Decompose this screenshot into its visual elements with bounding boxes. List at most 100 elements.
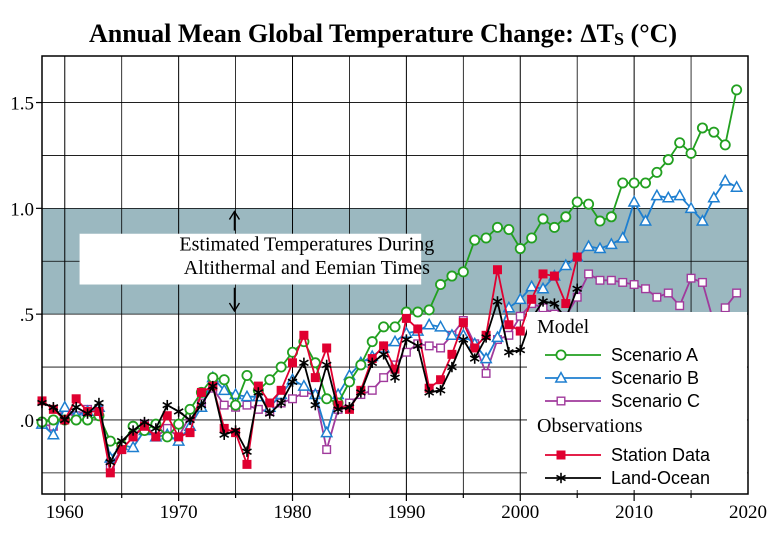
- data-point: [128, 425, 139, 436]
- x-tick-label: 2000: [501, 502, 539, 523]
- data-point: [549, 298, 560, 309]
- band-label-background: [79, 233, 422, 285]
- series-layer: [35, 84, 744, 478]
- x-axis: 1960 1970 1980 1990 2000 2010 2020: [46, 494, 767, 523]
- y-tick-label: 1.0: [10, 199, 34, 220]
- data-point: [640, 177, 652, 189]
- data-point: [458, 334, 469, 345]
- data-point: [276, 397, 287, 409]
- data-point: [242, 446, 252, 457]
- data-point: [355, 387, 366, 398]
- data-point: [298, 357, 309, 369]
- data-point: [276, 385, 286, 395]
- data-point: [708, 126, 720, 138]
- data-point: [105, 468, 115, 478]
- data-point: [378, 349, 389, 360]
- data-point: [367, 357, 378, 369]
- data-point: [422, 317, 436, 330]
- data-point: [595, 275, 605, 285]
- data-point: [641, 284, 651, 294]
- data-point: [491, 330, 504, 343]
- data-point: [525, 279, 539, 292]
- data-point: [388, 334, 402, 347]
- legend-items: Scenario A Scenario B Scenario C Station Da…: [545, 345, 711, 488]
- x-tick-label: 1970: [160, 502, 198, 523]
- data-point: [515, 326, 525, 336]
- data-point: [675, 301, 685, 311]
- band-label-line-2: Altithermal and Eemian Times: [184, 257, 430, 279]
- data-point: [504, 320, 514, 330]
- data-point: [513, 292, 527, 305]
- data-point: [240, 389, 254, 402]
- data-point: [695, 214, 709, 226]
- data-point: [219, 429, 230, 440]
- data-point: [661, 190, 675, 203]
- data-point: [185, 428, 195, 438]
- data-point: [265, 398, 275, 408]
- data-point: [116, 435, 127, 447]
- data-point: [242, 400, 252, 410]
- data-point: [584, 269, 594, 279]
- data-point: [492, 265, 502, 275]
- y-tick-label: 1.5: [10, 94, 34, 115]
- data-point: [297, 379, 311, 391]
- data-point: [47, 414, 59, 426]
- data-point: [651, 166, 663, 178]
- data-point: [560, 211, 572, 223]
- data-point: [242, 459, 252, 469]
- data-point: [217, 383, 231, 396]
- data-point: [628, 177, 640, 189]
- y-tick-label: .0: [20, 411, 34, 432]
- data-point: [447, 361, 457, 373]
- data-point: [571, 196, 583, 208]
- data-point: [503, 224, 515, 236]
- y-tick-label: .5: [20, 305, 34, 326]
- data-point: [151, 432, 161, 442]
- data-point: [70, 414, 82, 426]
- data-point: [48, 402, 59, 413]
- legend-label: Station Data: [611, 445, 711, 465]
- legend-marker: [556, 472, 566, 484]
- data-point: [536, 281, 550, 294]
- chart-title: Annual Mean Global Temperature Change: Δ…: [89, 19, 677, 49]
- data-point: [207, 372, 219, 384]
- data-point: [538, 269, 548, 279]
- data-point: [218, 374, 230, 386]
- legend-label: Scenario B: [611, 368, 699, 388]
- data-point: [434, 319, 448, 332]
- data-point: [616, 231, 630, 243]
- legend-marker: [554, 371, 568, 383]
- data-point: [436, 375, 446, 385]
- data-point: [685, 147, 697, 159]
- data-point: [515, 311, 525, 321]
- data-point: [230, 425, 241, 436]
- data-point: [150, 423, 161, 434]
- data-point: [424, 341, 434, 351]
- data-point: [139, 416, 150, 428]
- data-point: [196, 387, 206, 397]
- band-arrows: [228, 210, 241, 313]
- data-point: [82, 408, 93, 419]
- data-point: [389, 321, 401, 333]
- data-point: [185, 414, 195, 426]
- y-axis: 1.5 1.0 .5 .0: [10, 94, 42, 432]
- data-point: [401, 334, 412, 345]
- data-point: [355, 359, 367, 371]
- data-point: [413, 324, 423, 334]
- data-point: [673, 188, 687, 201]
- legend-title-model: Model: [537, 316, 590, 338]
- data-point: [618, 277, 628, 287]
- data-point: [71, 402, 82, 413]
- data-point: [617, 177, 629, 189]
- data-point: [604, 237, 618, 250]
- data-point: [310, 399, 321, 411]
- data-point: [469, 234, 481, 246]
- data-point: [663, 288, 673, 298]
- data-point: [572, 252, 582, 262]
- legend-item-land-ocean: Land-Ocean: [545, 468, 710, 488]
- legend-item-scenario-c: Scenario C: [545, 391, 700, 411]
- data-point: [583, 198, 595, 210]
- data-point: [94, 397, 104, 409]
- down-arrow-head: [228, 302, 241, 313]
- data-point: [594, 215, 606, 227]
